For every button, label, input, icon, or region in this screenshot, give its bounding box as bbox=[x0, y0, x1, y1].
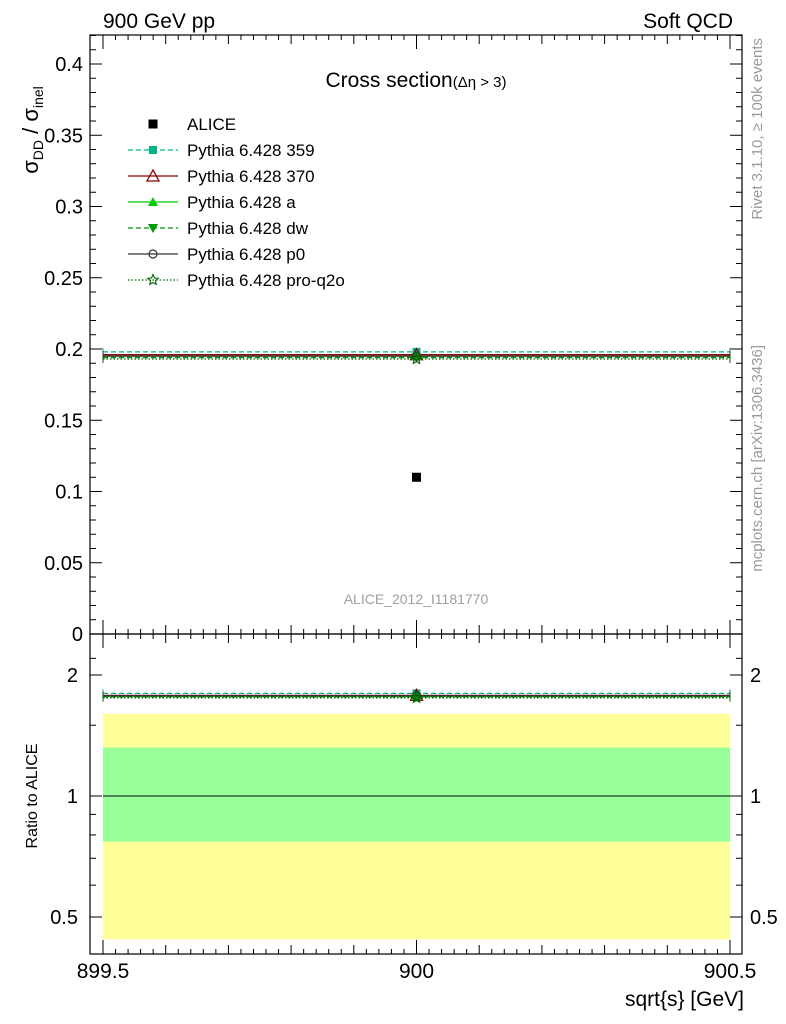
main-y-tick-label: 0.25 bbox=[44, 268, 83, 290]
x-axis: 899.5 900 900.5 bbox=[77, 35, 757, 983]
ratio-bands bbox=[103, 713, 730, 940]
ratio-y-tick-label-right: 0.5 bbox=[750, 907, 778, 929]
chart-title: Cross section(Δη > 3) bbox=[325, 69, 506, 92]
x-axis-label: sqrt{s} [GeV] bbox=[625, 988, 744, 1011]
header-right: Soft QCD bbox=[643, 10, 733, 33]
ratio-y-axis: 0.5 0.5 1 1 2 2 bbox=[50, 657, 778, 929]
main-y-axis: 0 0.05 0.1 0.15 0.2 0.25 0.3 0.35 0.4 bbox=[44, 35, 742, 646]
ratio-marker bbox=[411, 692, 422, 702]
ylabel-main: σ bbox=[18, 160, 43, 174]
title-sub: (Δη > 3) bbox=[453, 74, 507, 91]
ratio-y-tick-label-right: 2 bbox=[750, 665, 761, 687]
legend-marker bbox=[148, 224, 158, 233]
legend-label: Pythia 6.428 359 bbox=[187, 141, 315, 160]
ratio-y-tick-label: 1 bbox=[67, 786, 78, 808]
legend-marker bbox=[148, 249, 158, 259]
ylabel-sub1: DD bbox=[30, 140, 46, 160]
ratio-lines bbox=[102, 687, 731, 704]
x-tick-label: 899.5 bbox=[77, 960, 130, 983]
ratio-y-tick-label: 0.5 bbox=[50, 907, 78, 929]
main-y-label: σDD / σinel bbox=[18, 86, 46, 174]
legend-marker bbox=[145, 168, 161, 182]
legend-marker bbox=[148, 197, 158, 206]
main-y-tick-label: 0.15 bbox=[44, 410, 83, 432]
ratio-y-tick-label-right: 1 bbox=[750, 786, 761, 808]
legend-label: Pythia 6.428 pro-q2o bbox=[187, 271, 345, 290]
ratio-y-tick-label: 2 bbox=[67, 665, 78, 687]
ratio-panel: 0.5 0.51 12 2 899.5 900 900.5 Ratio to ALICE … bbox=[24, 35, 778, 1011]
main-y-tick-label: 0.1 bbox=[55, 482, 83, 504]
legend-marker bbox=[148, 119, 158, 129]
side-label-top: Rivet 3.1.10, ≥ 100k events bbox=[749, 38, 766, 220]
main-y-tick-label: 0.2 bbox=[55, 339, 83, 361]
main-y-tick-label: 0 bbox=[72, 624, 83, 646]
legend-label: Pythia 6.428 a bbox=[187, 193, 296, 212]
legend-label: ALICE bbox=[187, 115, 236, 134]
main-y-tick-label: 0.4 bbox=[55, 54, 83, 76]
ratio-marker bbox=[409, 690, 424, 704]
main-y-tick-label: 0.35 bbox=[44, 125, 83, 147]
ylabel-sub2: inel bbox=[30, 86, 46, 108]
legend-marker bbox=[146, 273, 160, 286]
side-label-bottom: mcplots.cern.ch [arXiv:1306.3436] bbox=[749, 345, 766, 572]
legend-label: Pythia 6.428 370 bbox=[187, 167, 315, 186]
x-tick-label: 900 bbox=[399, 960, 434, 983]
main-y-tick-label: 0.05 bbox=[44, 553, 83, 575]
legend-label: Pythia 6.428 dw bbox=[187, 219, 309, 238]
legend-label: Pythia 6.428 p0 bbox=[187, 245, 305, 264]
main-panel: 0 0.05 0.1 0.15 0.2 0.25 0.3 0.35 0.4 Cross sect… bbox=[18, 34, 743, 646]
mc-lines bbox=[102, 347, 731, 365]
alice-data-point bbox=[412, 472, 421, 482]
uncertainty-band-inner bbox=[103, 747, 730, 842]
x-tick-label: 900.5 bbox=[704, 960, 757, 983]
data-points bbox=[412, 472, 421, 482]
legend: ALICE Pythia 6.428 359 Pythia 6.428 370 Pyt… bbox=[128, 115, 345, 290]
title-main: Cross section bbox=[325, 69, 452, 92]
legend-marker bbox=[149, 146, 157, 154]
mc-marker bbox=[409, 352, 424, 365]
watermark: ALICE_2012_I1181770 bbox=[344, 591, 489, 607]
main-y-tick-label: 0.3 bbox=[55, 197, 83, 219]
header-left: 900 GeV pp bbox=[103, 10, 215, 33]
ylabel-mid: / σ bbox=[18, 108, 43, 140]
ratio-y-label: Ratio to ALICE bbox=[24, 744, 41, 849]
